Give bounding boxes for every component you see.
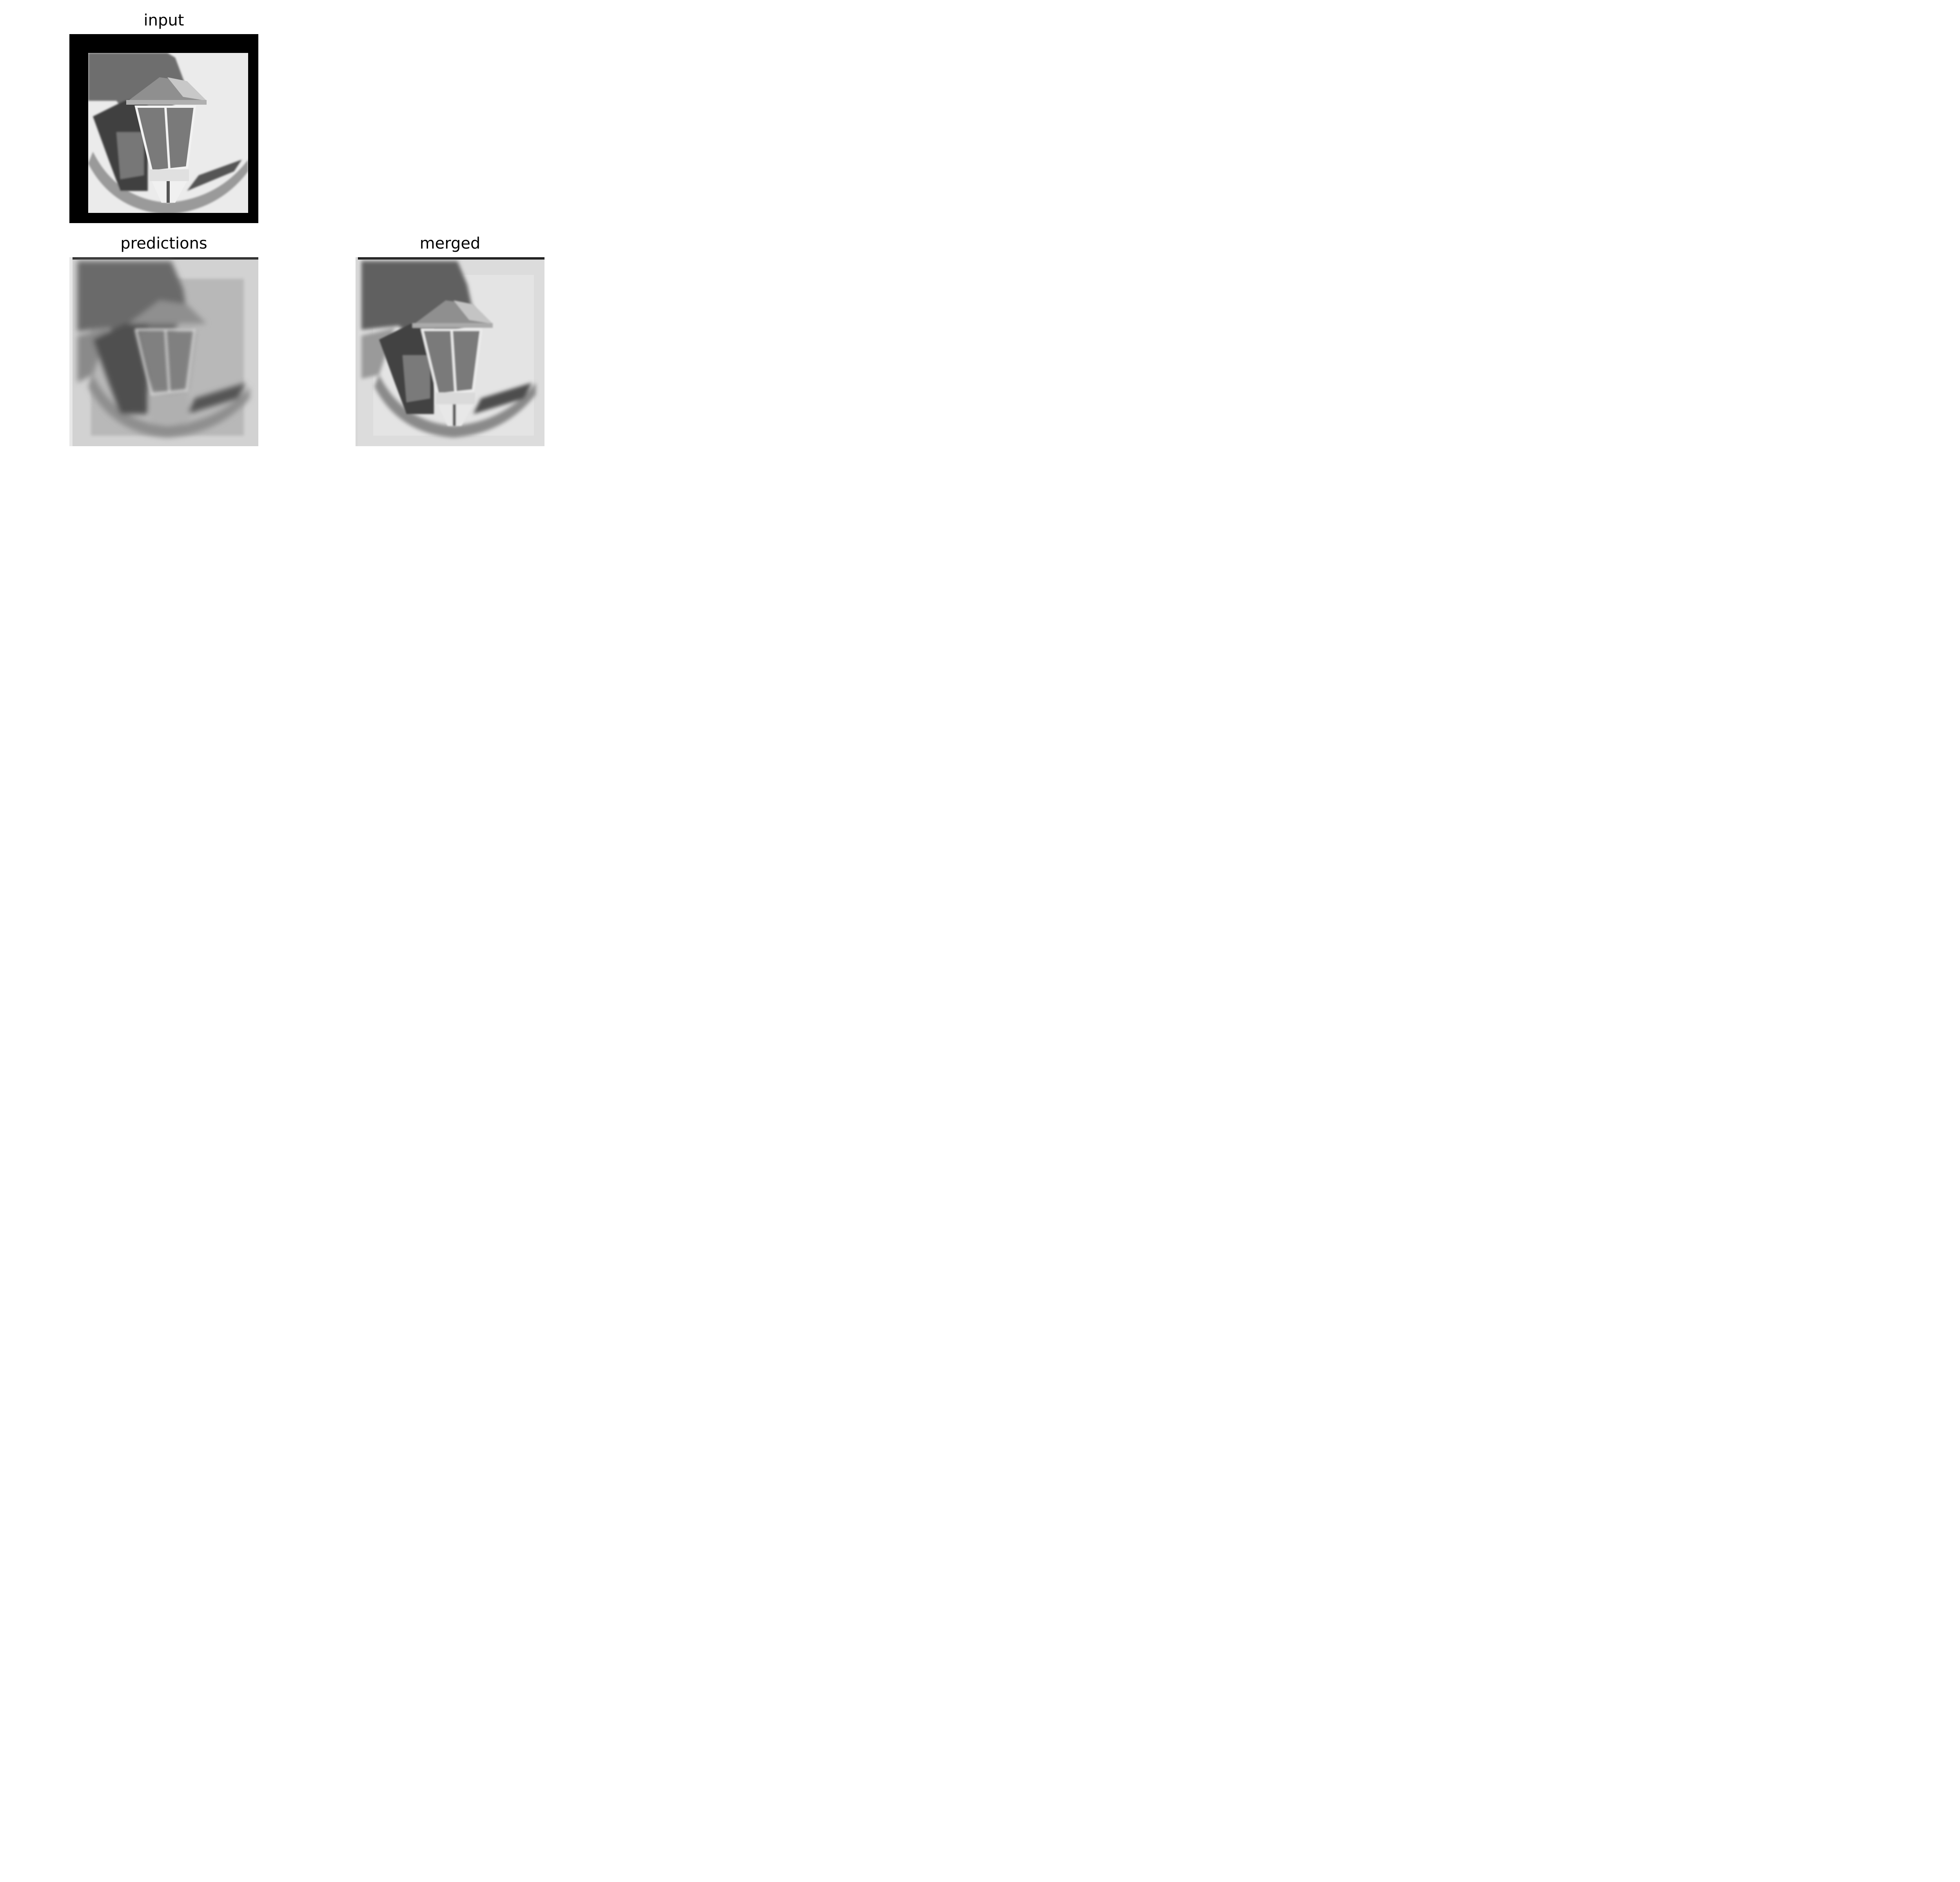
input-title: input (143, 11, 184, 29)
input-lantern-image (69, 34, 258, 223)
merged-lantern-image (356, 257, 544, 446)
merged-image (356, 257, 544, 446)
predictions-image (69, 257, 258, 446)
predictions-lantern-image (69, 257, 258, 446)
merged-title: merged (419, 234, 481, 253)
predictions-title: predictions (120, 234, 207, 253)
input-image (69, 34, 258, 223)
